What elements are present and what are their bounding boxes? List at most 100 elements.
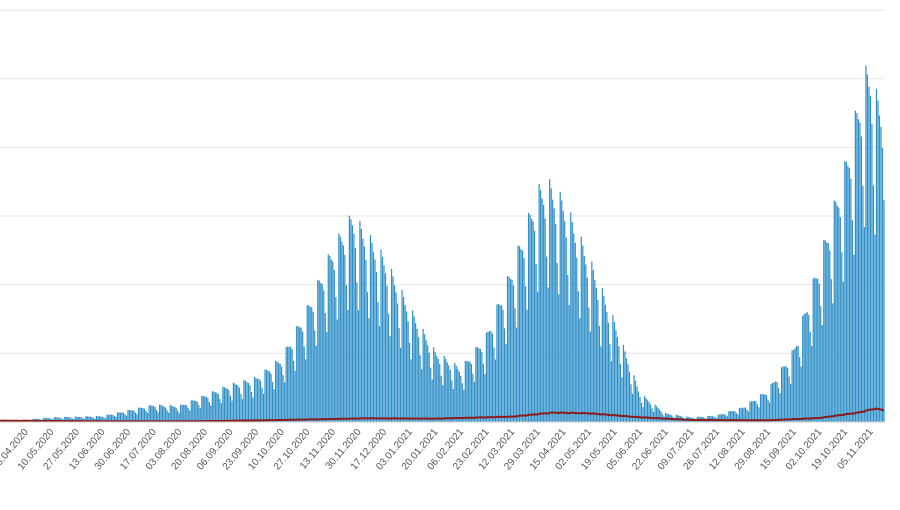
daily-bar (657, 408, 659, 422)
daily-bar (98, 416, 100, 422)
daily-bar (811, 346, 813, 422)
daily-bar (189, 410, 191, 422)
daily-bar (354, 247, 356, 422)
daily-bar (175, 408, 177, 422)
daily-bar (211, 391, 213, 422)
daily-bar (579, 318, 581, 422)
daily-bar (640, 402, 643, 422)
daily-bar (729, 411, 731, 422)
daily-bar (749, 401, 751, 422)
daily-bar (259, 380, 262, 422)
daily-bar (460, 375, 462, 422)
daily-bar (159, 404, 161, 422)
daily-bar (607, 322, 610, 422)
daily-bar (829, 250, 831, 422)
daily-bar (482, 364, 485, 422)
daily-bar (312, 311, 314, 422)
daily-bar (561, 200, 563, 422)
daily-bar (511, 279, 513, 422)
daily-bar (131, 410, 134, 422)
daily-bar (439, 363, 441, 422)
daily-bar (562, 211, 564, 422)
daily-bar (508, 276, 510, 422)
daily-bar (348, 215, 350, 422)
daily-bar (396, 303, 399, 422)
daily-bar (130, 410, 132, 422)
daily-bar (134, 412, 137, 422)
daily-bar (805, 313, 807, 422)
daily-bar (520, 249, 522, 422)
daily-bar (461, 383, 463, 422)
daily-bar (436, 355, 438, 422)
daily-bar (512, 285, 515, 422)
daily-bar (162, 405, 164, 422)
daily-bar (793, 350, 795, 422)
daily-bar (178, 412, 180, 422)
daily-bar (595, 287, 597, 422)
daily-bar (802, 315, 804, 422)
daily-bar (500, 305, 503, 422)
daily-bar (637, 391, 640, 422)
daily-bar (306, 305, 308, 422)
daily-bar (204, 396, 206, 422)
daily-bar (249, 385, 251, 422)
daily-bar (768, 402, 771, 422)
daily-bar (543, 204, 545, 422)
daily-bar (466, 360, 468, 422)
daily-bar (717, 414, 719, 422)
daily-bar (571, 222, 573, 422)
daily-bar (302, 331, 304, 422)
daily-bar (771, 382, 774, 422)
daily-bar (506, 276, 509, 422)
daily-bar (503, 328, 506, 422)
daily-bar (643, 396, 646, 422)
daily-bar (847, 165, 849, 422)
daily-bar (107, 414, 110, 422)
daily-bar (824, 240, 826, 422)
daily-bar (541, 198, 543, 422)
daily-bar (491, 333, 494, 422)
daily-bar (80, 417, 82, 422)
daily-bar (357, 310, 360, 422)
daily-bar (521, 250, 524, 422)
daily-bar (288, 346, 290, 422)
daily-bar (392, 276, 394, 422)
daily-bar (612, 315, 614, 422)
daily-bar (389, 336, 391, 422)
daily-bar (303, 346, 305, 422)
daily-bar (372, 252, 375, 422)
daily-bar (270, 373, 272, 422)
daily-bar (874, 234, 876, 422)
daily-bar (529, 214, 531, 422)
daily-bar (223, 387, 225, 422)
daily-bar (216, 392, 218, 422)
daily-bar (527, 212, 530, 422)
daily-bar (324, 312, 326, 422)
daily-bar (416, 328, 418, 422)
daily-bar (722, 414, 724, 422)
daily-bar (592, 269, 594, 422)
daily-bar (124, 414, 126, 422)
daily-bar (59, 417, 61, 422)
daily-bar (753, 400, 756, 422)
daily-bar (274, 360, 277, 422)
daily-bar (649, 404, 652, 422)
daily-bar (532, 221, 534, 422)
daily-bar (791, 350, 793, 422)
daily-bar (128, 410, 131, 422)
daily-bar (136, 414, 138, 422)
daily-bar (403, 297, 405, 422)
daily-bar (862, 185, 864, 422)
daily-bar (232, 382, 235, 422)
daily-bar (830, 279, 832, 422)
daily-bar (318, 280, 320, 422)
daily-bar (788, 376, 790, 422)
daily-bar (639, 397, 641, 422)
daily-bar (338, 233, 340, 422)
daily-bar (794, 348, 796, 422)
daily-bar (756, 404, 759, 422)
daily-bar (371, 242, 373, 422)
daily-bar (237, 385, 239, 422)
daily-bar (725, 415, 727, 422)
daily-bar (464, 361, 466, 422)
